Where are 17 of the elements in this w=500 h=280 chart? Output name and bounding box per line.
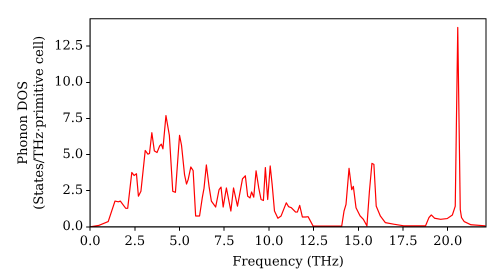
x-tick-label: 20.0	[433, 234, 462, 249]
x-tick-label: 12.5	[299, 234, 328, 249]
y-tick-label: 0.0	[62, 219, 84, 234]
x-tick-label: 2.5	[124, 234, 146, 249]
x-tick-label: 17.5	[388, 234, 418, 249]
y-tick-label: 10.0	[54, 74, 84, 90]
x-tick-label: 15.0	[344, 234, 373, 249]
y-tick-label: 12.5	[54, 38, 84, 54]
x-tick-label: 10.0	[254, 234, 284, 249]
y-tick-label: 5.0	[62, 146, 84, 162]
x-tick-label: 5.0	[169, 234, 190, 249]
x-axis-title: Frequency (THz)	[232, 254, 344, 270]
y-tick-label: 2.5	[62, 183, 84, 198]
y-axis-title: Phonon DOS (States/THz·primitive cell)	[16, 36, 47, 210]
x-tick-label: 0.0	[80, 234, 100, 249]
y-tick-label: 7.5	[62, 110, 84, 126]
x-tick-label: 7.5	[214, 234, 235, 249]
